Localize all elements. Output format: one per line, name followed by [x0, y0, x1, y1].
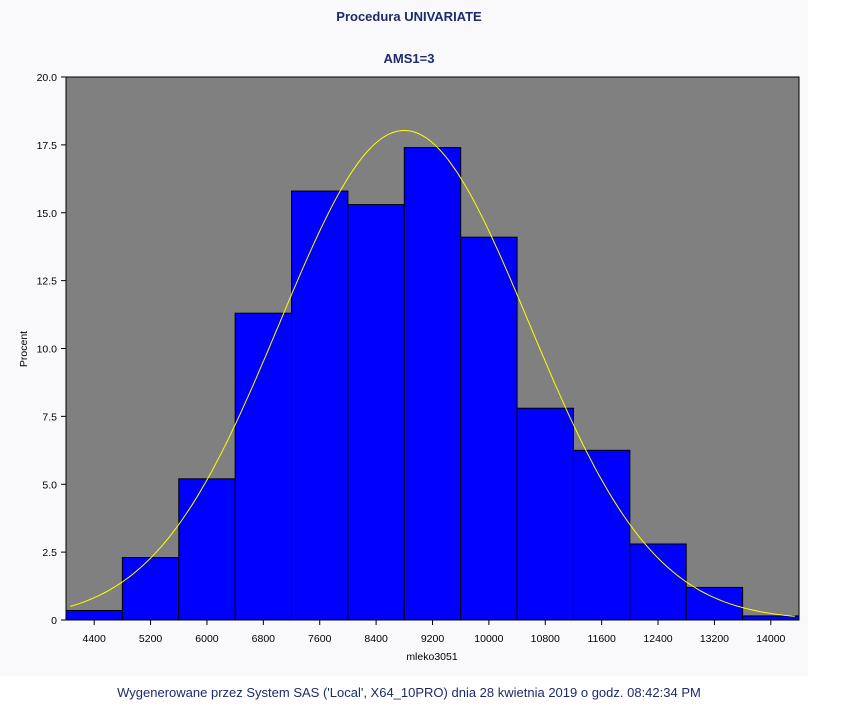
- x-tick-label: 10000: [474, 633, 503, 645]
- y-tick-label: 2.5: [42, 547, 57, 559]
- x-tick-label: 13200: [700, 633, 729, 645]
- normal-density-curve: [70, 130, 795, 617]
- x-tick-label: 11600: [587, 633, 616, 645]
- histogram-bar-11600: [572, 449, 631, 621]
- y-axis-title: Procent: [18, 331, 30, 367]
- x-tick-label: 4400: [83, 633, 107, 645]
- x-tick-label: 14000: [756, 633, 785, 645]
- y-tick-label: 5.0: [42, 479, 57, 491]
- y-tick-label: 20.0: [37, 72, 58, 84]
- x-tick-label: 7600: [308, 633, 332, 645]
- histogram-bar-7600: [291, 190, 349, 621]
- y-tick-label: 12.5: [37, 276, 58, 288]
- x-tick-label: 10800: [531, 633, 560, 645]
- y-tick-label: 0: [51, 615, 57, 627]
- y-tick-label: 10.0: [37, 344, 58, 356]
- x-tick-label: 5200: [139, 633, 163, 645]
- histogram-bar-14000: [742, 615, 800, 621]
- x-tick-label: 6800: [252, 633, 276, 645]
- x-tick-label: 12400: [643, 633, 672, 645]
- y-tick-label: 15.0: [37, 208, 58, 220]
- histogram-bar-13200: [685, 586, 744, 621]
- histogram-bar-12400: [629, 543, 687, 621]
- page-title: Procedura UNIVARIATE: [336, 9, 482, 24]
- histogram-bar-9200: [403, 147, 462, 621]
- histogram-bar-6800: [234, 312, 293, 621]
- x-tick-label: 9200: [421, 633, 445, 645]
- histogram-bar-10000: [460, 236, 518, 621]
- histogram-bar-4400: [65, 609, 123, 621]
- y-tick-label: 7.5: [42, 411, 57, 423]
- footer-text: Wygenerowane przez System SAS ('Local', …: [117, 685, 701, 700]
- page-subtitle: AMS1=3: [383, 51, 435, 66]
- histogram-bar-8400: [347, 204, 405, 621]
- histogram-bar-6000: [178, 478, 236, 621]
- x-tick-label: 6000: [195, 633, 219, 645]
- y-tick-label: 17.5: [37, 140, 58, 152]
- histogram-bar-10800: [516, 407, 574, 621]
- histogram-bar-5200: [121, 557, 180, 621]
- x-tick-label: 8400: [364, 633, 388, 645]
- x-axis-title: mleko3051: [406, 651, 458, 663]
